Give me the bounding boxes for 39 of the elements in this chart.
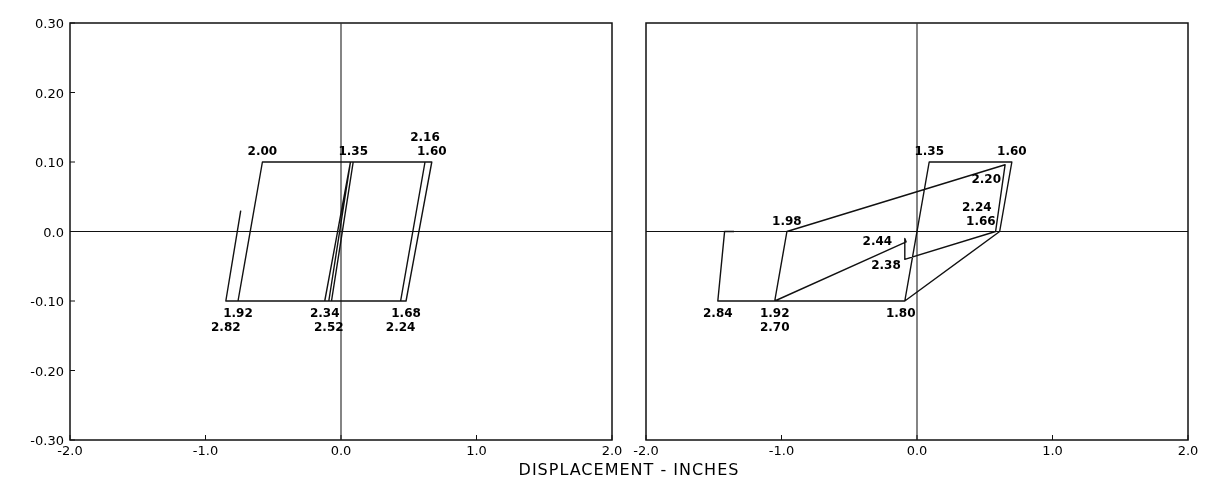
annotation: 1.60 xyxy=(416,144,447,158)
annotation: 1.92 xyxy=(223,306,253,320)
y-tick-label: -0.20 xyxy=(30,363,64,379)
annotation: 1.68 xyxy=(391,306,421,320)
x-tick-label: 1.0 xyxy=(466,443,487,458)
annotation: 2.20 xyxy=(971,171,1002,186)
annotation: 2.82 xyxy=(211,320,241,334)
annotation: 2.84 xyxy=(703,306,733,320)
x-tick-label: 2.0 xyxy=(1177,443,1199,458)
annotation: 2.52 xyxy=(314,320,344,334)
annotation: 2.24 xyxy=(385,320,416,334)
annotation: 2.16 xyxy=(410,130,440,144)
annotation: 2.34 xyxy=(309,306,340,320)
annotation: 2.24 xyxy=(961,199,992,214)
x-tick-label: -1.0 xyxy=(768,443,795,458)
y-tick-label: 0.30 xyxy=(35,16,64,31)
x-tick-label: 0.0 xyxy=(330,443,352,458)
annotation: 2.00 xyxy=(247,144,278,158)
annotation: 1.60 xyxy=(997,144,1027,158)
y-tick-label: -0.30 xyxy=(30,433,64,448)
x-tick-label: 2.0 xyxy=(601,443,623,458)
x-tick-label: -1.0 xyxy=(192,443,219,458)
x-tick-label: 1.0 xyxy=(1042,443,1063,458)
annotation: 1.80 xyxy=(885,306,916,320)
y-tick-label: 0.0 xyxy=(43,224,64,240)
annotation: 1.35 xyxy=(914,144,944,158)
y-tick-label: 0.10 xyxy=(35,155,64,170)
x-tick-label: 0.0 xyxy=(906,443,928,458)
x-axis-title: DISPLACEMENT - INCHES xyxy=(518,460,740,479)
x-tick-label: -2.0 xyxy=(633,443,659,458)
annotation: 1.92 xyxy=(759,306,790,320)
annotation: 2.44 xyxy=(862,233,893,248)
annotation: 1.66 xyxy=(966,213,996,228)
annotation: 1.35 xyxy=(338,144,368,158)
y-tick-label: -0.10 xyxy=(30,294,64,309)
annotation: 2.38 xyxy=(871,258,901,273)
y-tick-label: 0.20 xyxy=(35,85,64,101)
annotation: 1.98 xyxy=(772,213,802,228)
annotation: 2.70 xyxy=(759,320,790,334)
